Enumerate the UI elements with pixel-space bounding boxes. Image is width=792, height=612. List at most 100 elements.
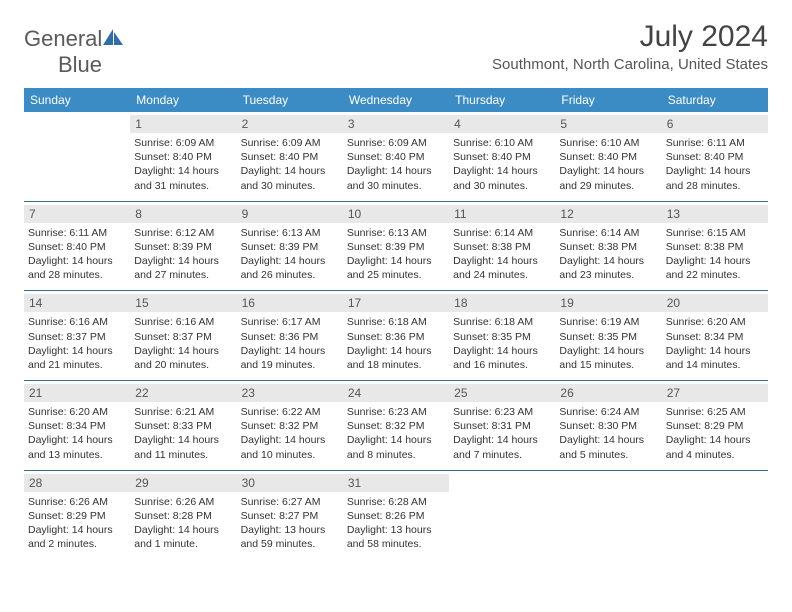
day-number: 27 [662, 384, 768, 402]
day-info: Sunrise: 6:10 AMSunset: 8:40 PMDaylight:… [453, 136, 551, 193]
weekday-thu: Thursday [449, 88, 555, 112]
sunset-text: Sunset: 8:27 PM [241, 509, 339, 523]
sunset-text: Sunset: 8:38 PM [559, 240, 657, 254]
weekday-sun: Sunday [24, 88, 130, 112]
weekday-tue: Tuesday [237, 88, 343, 112]
day-info: Sunrise: 6:24 AMSunset: 8:30 PMDaylight:… [559, 405, 657, 462]
day-cell: 28 Sunrise: 6:26 AMSunset: 8:29 PMDayligh… [24, 471, 130, 560]
day-cell: 14Sunrise: 6:16 AMSunset: 8:37 PMDayligh… [24, 291, 130, 380]
sunrise-text: Sunrise: 6:23 AM [453, 405, 551, 419]
day-info: Sunrise: 6:09 AMSunset: 8:40 PMDaylight:… [134, 136, 232, 193]
sunset-text: Sunset: 8:40 PM [666, 150, 764, 164]
day-info: Sunrise: 6:14 AMSunset: 8:38 PMDaylight:… [559, 226, 657, 283]
sunset-text: Sunset: 8:29 PM [666, 419, 764, 433]
day-number: 28 [24, 474, 130, 492]
daylight-text: Daylight: 14 hours and 30 minutes. [453, 164, 551, 192]
sunset-text: Sunset: 8:34 PM [28, 419, 126, 433]
sunrise-text: Sunrise: 6:14 AM [559, 226, 657, 240]
sunset-text: Sunset: 8:40 PM [241, 150, 339, 164]
day-info: Sunrise: 6:27 AMSunset: 8:27 PMDaylight:… [241, 495, 339, 552]
sunrise-text: Sunrise: 6:10 AM [559, 136, 657, 150]
daylight-text: Daylight: 14 hours and 30 minutes. [241, 164, 339, 192]
sunrise-text: Sunrise: 6:26 AM [28, 495, 126, 509]
sunrise-text: Sunrise: 6:20 AM [666, 315, 764, 329]
sunrise-text: Sunrise: 6:14 AM [453, 226, 551, 240]
day-cell: 15Sunrise: 6:16 AMSunset: 8:37 PMDayligh… [130, 291, 236, 380]
sunrise-text: Sunrise: 6:26 AM [134, 495, 232, 509]
sunset-text: Sunset: 8:38 PM [453, 240, 551, 254]
sunset-text: Sunset: 8:34 PM [666, 330, 764, 344]
daylight-text: Daylight: 14 hours and 2 minutes. [28, 523, 126, 551]
sunset-text: Sunset: 8:31 PM [453, 419, 551, 433]
sunset-text: Sunset: 8:39 PM [241, 240, 339, 254]
daylight-text: Daylight: 14 hours and 26 minutes. [241, 254, 339, 282]
day-number: 1 [130, 115, 236, 133]
sunset-text: Sunset: 8:37 PM [28, 330, 126, 344]
week-row: 7Sunrise: 6:11 AMSunset: 8:40 PMDaylight… [24, 201, 768, 291]
sail-icon [102, 28, 124, 46]
daylight-text: Daylight: 14 hours and 27 minutes. [134, 254, 232, 282]
sunrise-text: Sunrise: 6:13 AM [347, 226, 445, 240]
sunrise-text: Sunrise: 6:18 AM [453, 315, 551, 329]
sunset-text: Sunset: 8:37 PM [134, 330, 232, 344]
day-number: 21 [24, 384, 130, 402]
sunrise-text: Sunrise: 6:22 AM [241, 405, 339, 419]
day-info: Sunrise: 6:11 AMSunset: 8:40 PMDaylight:… [28, 226, 126, 283]
logo-text-2: Blue [58, 52, 102, 78]
day-number: 26 [555, 384, 661, 402]
logo: General Blue [24, 26, 124, 78]
day-cell: 19Sunrise: 6:19 AMSunset: 8:35 PMDayligh… [555, 291, 661, 380]
weekday-header: Sunday Monday Tuesday Wednesday Thursday… [24, 88, 768, 112]
sunset-text: Sunset: 8:36 PM [347, 330, 445, 344]
day-cell: . [24, 112, 130, 201]
day-cell: 4Sunrise: 6:10 AMSunset: 8:40 PMDaylight… [449, 112, 555, 201]
weekday-mon: Monday [130, 88, 236, 112]
day-cell: 20Sunrise: 6:20 AMSunset: 8:34 PMDayligh… [662, 291, 768, 380]
daylight-text: Daylight: 14 hours and 28 minutes. [28, 254, 126, 282]
day-cell: 10Sunrise: 6:13 AMSunset: 8:39 PMDayligh… [343, 202, 449, 291]
day-cell: 11Sunrise: 6:14 AMSunset: 8:38 PMDayligh… [449, 202, 555, 291]
day-info: Sunrise: 6:09 AMSunset: 8:40 PMDaylight:… [241, 136, 339, 193]
day-number: 25 [449, 384, 555, 402]
day-info: Sunrise: 6:23 AMSunset: 8:31 PMDaylight:… [453, 405, 551, 462]
day-cell: 3Sunrise: 6:09 AMSunset: 8:40 PMDaylight… [343, 112, 449, 201]
calendar: Sunday Monday Tuesday Wednesday Thursday… [24, 88, 768, 559]
day-number: 23 [237, 384, 343, 402]
day-cell: 7Sunrise: 6:11 AMSunset: 8:40 PMDaylight… [24, 202, 130, 291]
sunrise-text: Sunrise: 6:15 AM [666, 226, 764, 240]
sunset-text: Sunset: 8:39 PM [347, 240, 445, 254]
day-info: Sunrise: 6:18 AMSunset: 8:36 PMDaylight:… [347, 315, 445, 372]
day-info: Sunrise: 6:16 AMSunset: 8:37 PMDaylight:… [134, 315, 232, 372]
weekday-fri: Friday [555, 88, 661, 112]
day-cell: 13 Sunrise: 6:15 AMSunset: 8:38 PMDayligh… [662, 202, 768, 291]
day-cell: 17Sunrise: 6:18 AMSunset: 8:36 PMDayligh… [343, 291, 449, 380]
daylight-text: Daylight: 14 hours and 19 minutes. [241, 344, 339, 372]
day-cell: 1 Sunrise: 6:09 AMSunset: 8:40 PMDaylight… [130, 112, 236, 201]
logo-text-1: General [24, 26, 102, 51]
day-info: Sunrise: 6:23 AMSunset: 8:32 PMDaylight:… [347, 405, 445, 462]
day-info: Sunrise: 6:19 AMSunset: 8:35 PMDaylight:… [559, 315, 657, 372]
daylight-text: Daylight: 14 hours and 29 minutes. [559, 164, 657, 192]
daylight-text: Daylight: 14 hours and 14 minutes. [666, 344, 764, 372]
sunrise-text: Sunrise: 6:12 AM [134, 226, 232, 240]
day-info: Sunrise: 6:20 AMSunset: 8:34 PMDaylight:… [666, 315, 764, 372]
sunset-text: Sunset: 8:30 PM [559, 419, 657, 433]
week-row: .1Sunrise: 6:09 AMSunset: 8:40 PMDayligh… [24, 112, 768, 201]
day-number: 11 [449, 205, 555, 223]
day-cell: 30Sunrise: 6:27 AMSunset: 8:27 PMDayligh… [237, 471, 343, 560]
sunset-text: Sunset: 8:33 PM [134, 419, 232, 433]
day-info: Sunrise: 6:15 AMSunset: 8:38 PMDaylight:… [666, 226, 764, 283]
sunrise-text: Sunrise: 6:19 AM [559, 315, 657, 329]
daylight-text: Daylight: 14 hours and 18 minutes. [347, 344, 445, 372]
day-cell: . [449, 471, 555, 560]
day-cell: . [555, 471, 661, 560]
page-header: General Blue July 2024 Southmont, North … [24, 20, 768, 78]
sunrise-text: Sunrise: 6:09 AM [241, 136, 339, 150]
day-number: 6 [662, 115, 768, 133]
day-number: 13 [662, 205, 768, 223]
daylight-text: Daylight: 14 hours and 7 minutes. [453, 433, 551, 461]
sunset-text: Sunset: 8:29 PM [28, 509, 126, 523]
sunrise-text: Sunrise: 6:18 AM [347, 315, 445, 329]
week-row: 14Sunrise: 6:16 AMSunset: 8:37 PMDayligh… [24, 290, 768, 380]
day-info: Sunrise: 6:25 AMSunset: 8:29 PMDaylight:… [666, 405, 764, 462]
